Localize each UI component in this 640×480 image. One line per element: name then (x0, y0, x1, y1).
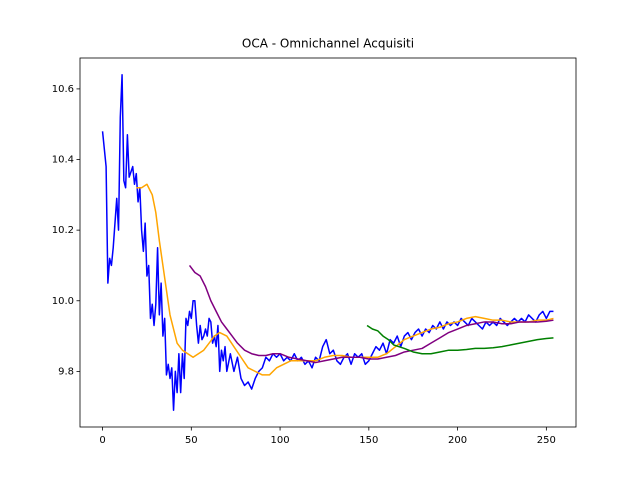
y-tick-label: 10.2 (52, 225, 74, 236)
x-tick-label: 50 (185, 435, 198, 446)
y-tick-label: 9.8 (58, 366, 74, 377)
line-series (366, 324, 554, 355)
y-tick-label: 10.0 (52, 296, 74, 307)
line-series (101, 74, 554, 411)
x-tick-label: 0 (99, 435, 105, 446)
y-tick-label: 10.4 (52, 155, 74, 166)
x-tick-label: 200 (448, 435, 467, 446)
line-series (136, 183, 554, 376)
x-tick-label: 150 (359, 435, 378, 446)
chart-title: OCA - Omnichannel Acquisiti (242, 37, 414, 51)
x-tick-label: 250 (537, 435, 556, 446)
x-tick-label: 100 (271, 435, 290, 446)
plot-frame (79, 57, 577, 428)
line-series (188, 264, 554, 364)
y-tick-label: 10.6 (52, 84, 74, 95)
